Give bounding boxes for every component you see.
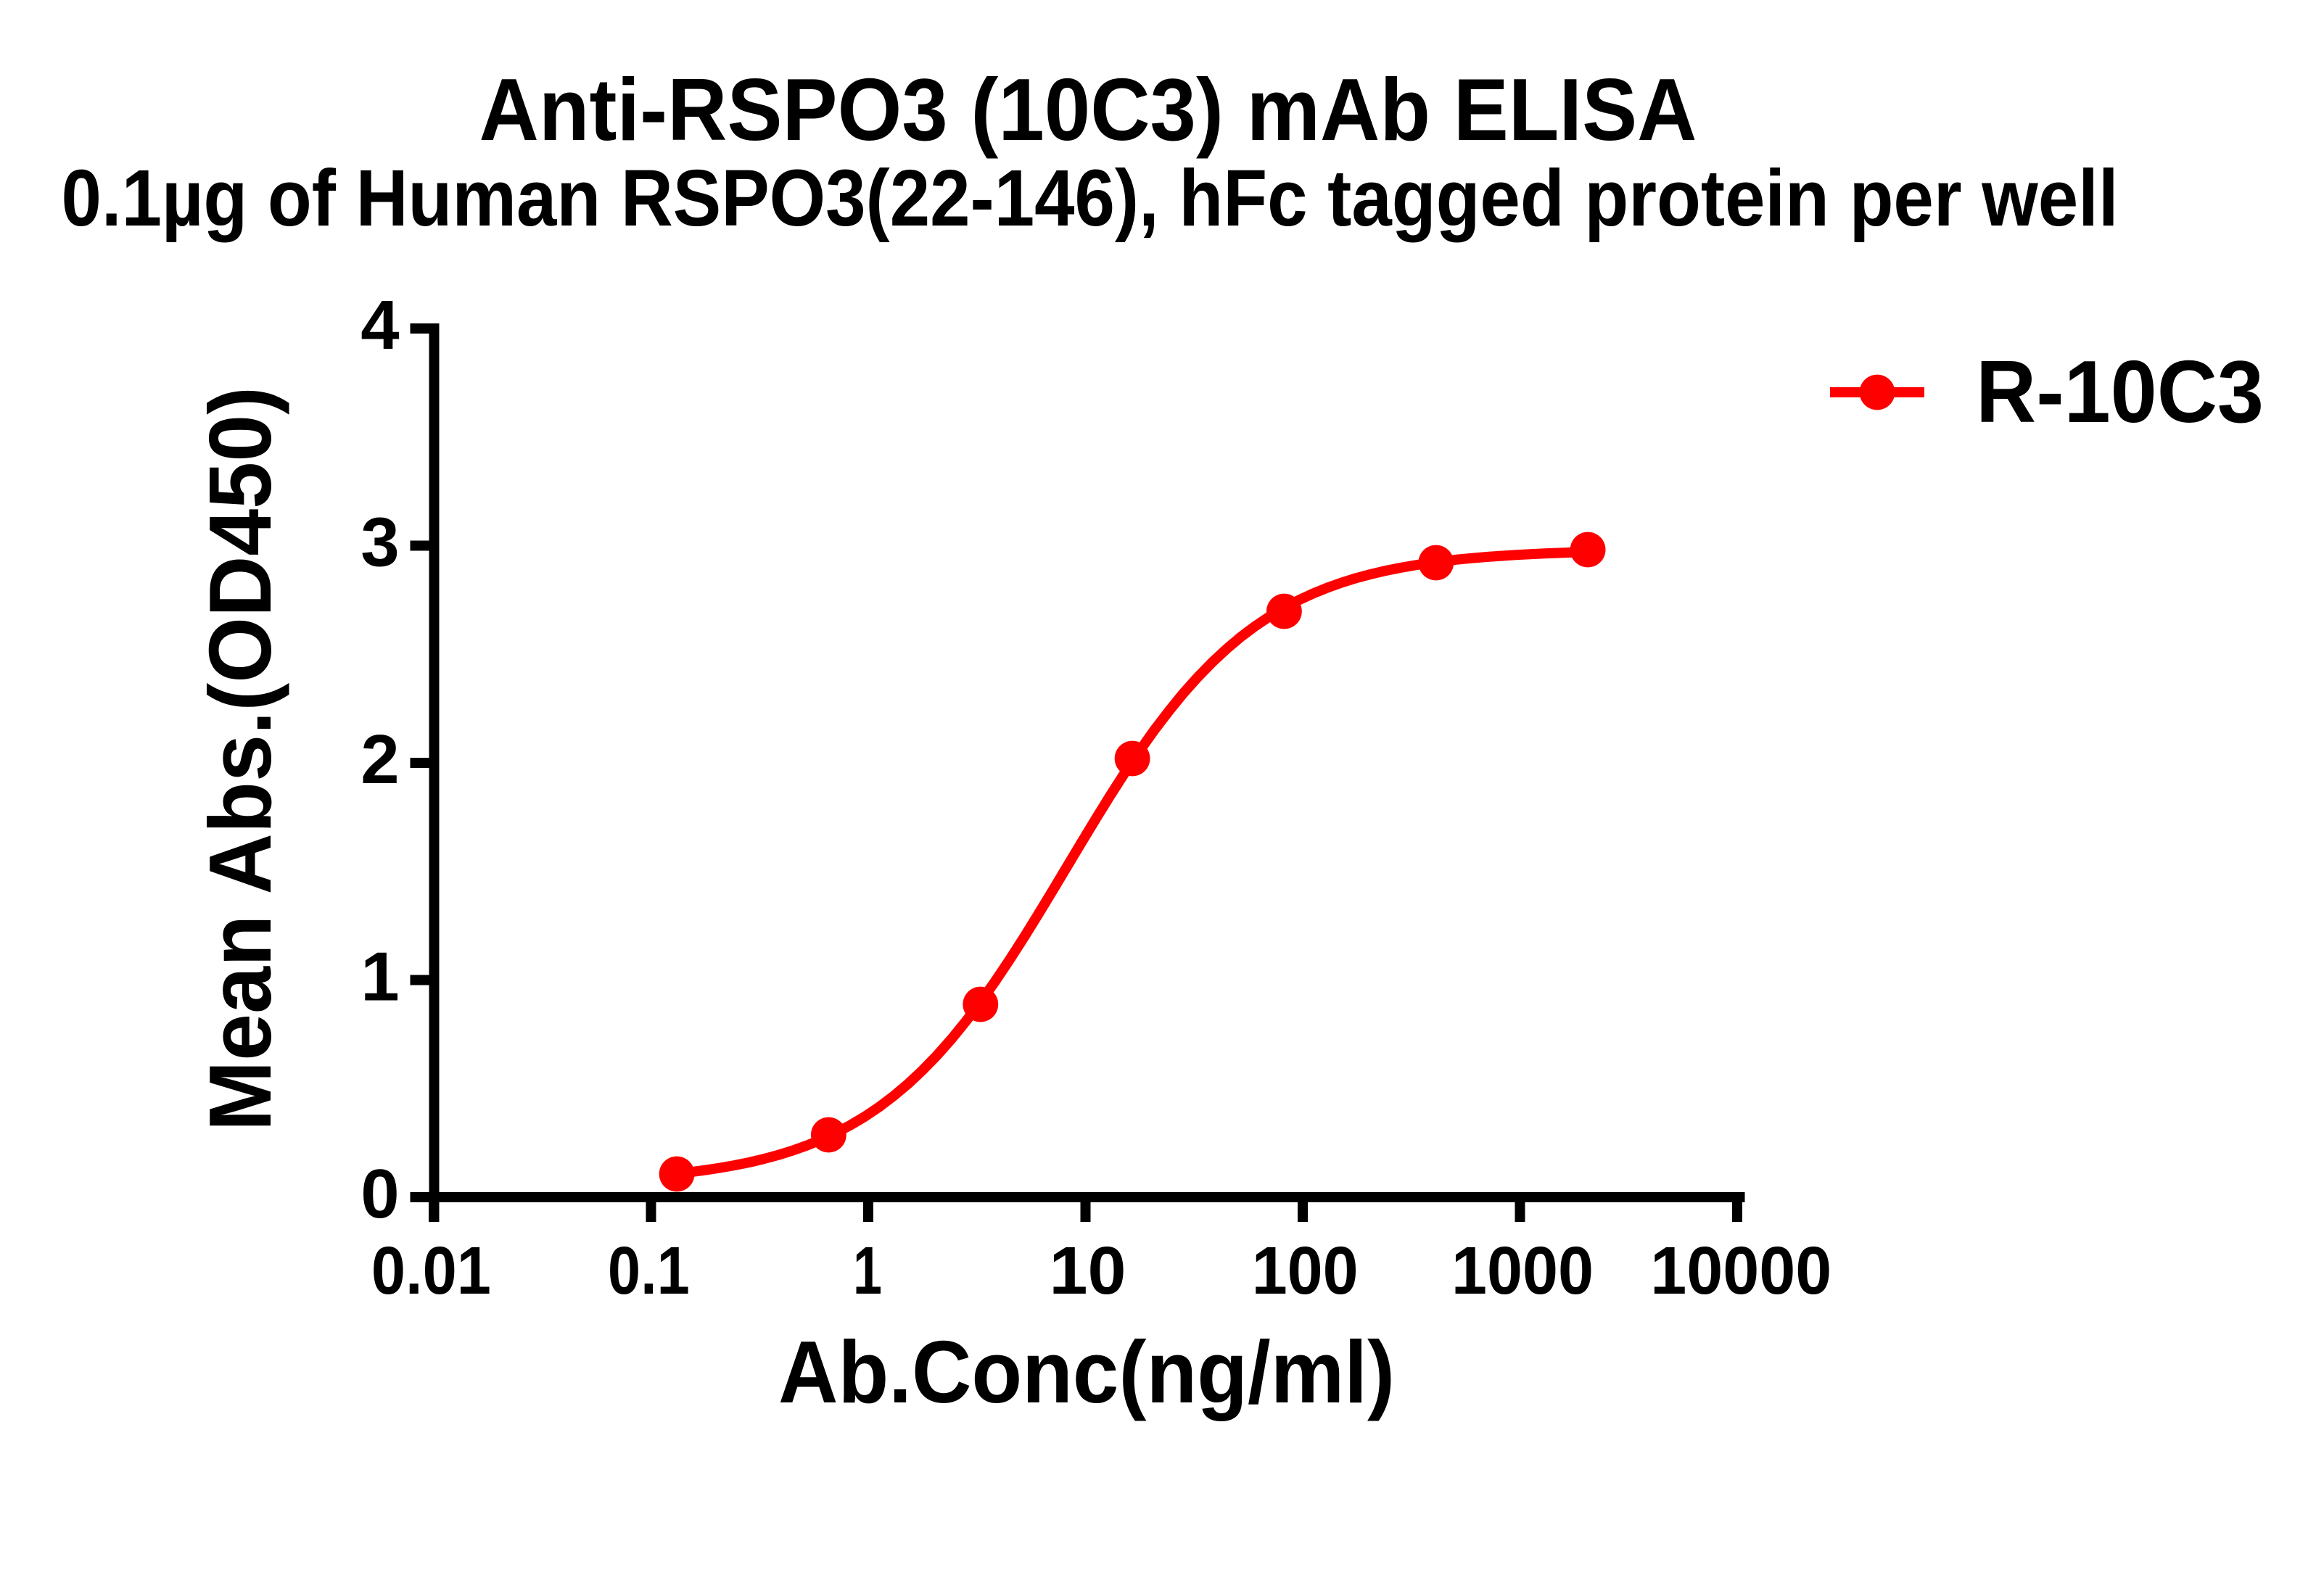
svg-text:1000: 1000 bbox=[1451, 1233, 1594, 1308]
svg-text:3: 3 bbox=[360, 504, 399, 582]
svg-text:0.01: 0.01 bbox=[371, 1233, 491, 1308]
svg-text:Mean Abs.(OD450): Mean Abs.(OD450) bbox=[191, 386, 289, 1131]
svg-text:100: 100 bbox=[1252, 1233, 1359, 1308]
svg-text:0.1: 0.1 bbox=[608, 1233, 690, 1308]
svg-text:0: 0 bbox=[360, 1155, 399, 1233]
svg-text:1: 1 bbox=[360, 938, 399, 1016]
svg-text:2: 2 bbox=[360, 721, 399, 798]
svg-text:10000: 10000 bbox=[1650, 1233, 1831, 1308]
svg-text:R-10C3: R-10C3 bbox=[1976, 342, 2264, 441]
svg-text:1: 1 bbox=[853, 1233, 882, 1308]
svg-text:10: 10 bbox=[1050, 1233, 1126, 1308]
svg-text:Ab.Conc(ng/ml): Ab.Conc(ng/ml) bbox=[778, 1323, 1395, 1421]
svg-text:Anti-RSPO3 (10C3) mAb ELISA: Anti-RSPO3 (10C3) mAb ELISA bbox=[479, 60, 1697, 159]
svg-text:4: 4 bbox=[360, 286, 399, 364]
svg-text:0.1µg of Human RSPO3(22-146),: 0.1µg of Human RSPO3(22-146), hFc tagged… bbox=[62, 154, 2119, 243]
